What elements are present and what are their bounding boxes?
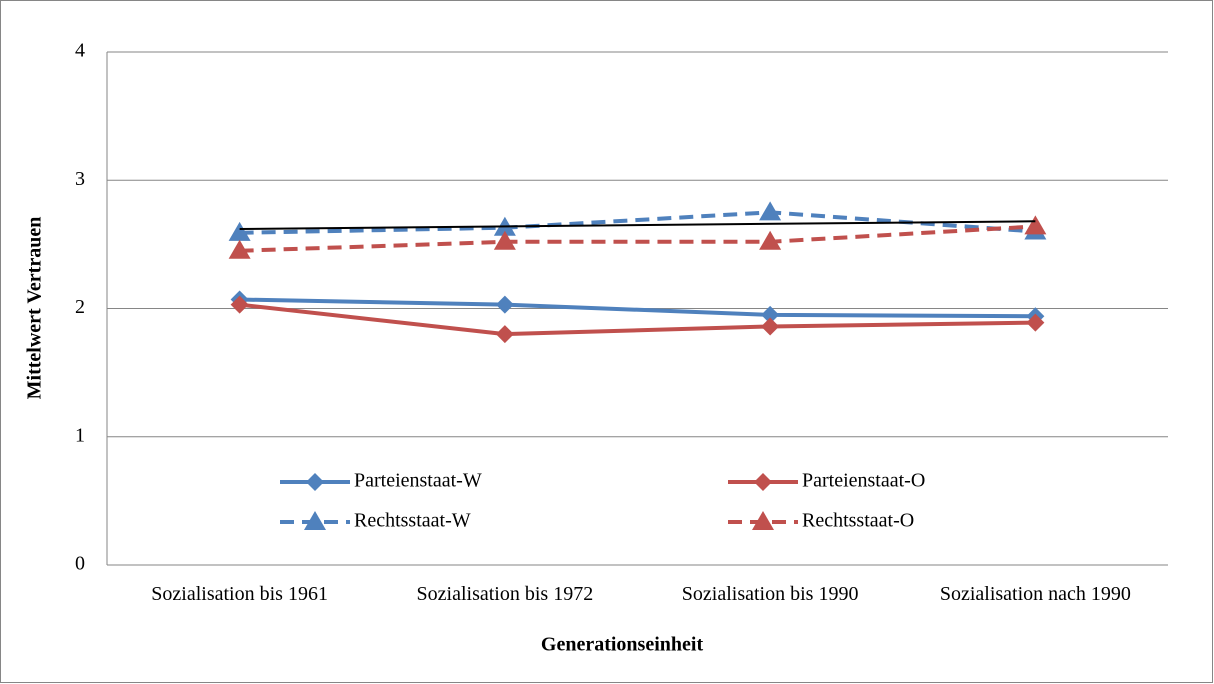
y-axis-label: Mittelwert Vertrauen — [24, 217, 46, 400]
x-tick-label: Sozialisation bis 1990 — [681, 583, 859, 605]
data-point — [230, 295, 249, 314]
series-line — [239, 302, 1036, 337]
y-tick-label: 2 — [75, 296, 85, 318]
data-point — [1024, 215, 1047, 235]
legend-marker — [754, 473, 772, 491]
data-point — [759, 230, 782, 250]
legend-marker — [752, 511, 774, 530]
legend-label: Rechtsstaat-O — [802, 510, 914, 532]
x-axis-label: Generationseinheit — [541, 634, 704, 656]
x-tick-label: Sozialisation bis 1972 — [416, 583, 594, 605]
series-line — [239, 297, 1036, 319]
series-line — [239, 224, 1036, 253]
legend-marker — [306, 473, 324, 491]
legend-marker — [304, 511, 326, 530]
data-point — [228, 221, 251, 241]
legend-label: Parteienstaat-O — [802, 470, 925, 492]
y-tick-label: 1 — [75, 424, 85, 446]
data-point — [228, 239, 251, 259]
trend-line — [239, 220, 1036, 230]
data-point — [495, 295, 514, 314]
data-point — [759, 201, 782, 221]
y-tick-label: 4 — [75, 40, 85, 62]
data-point — [761, 305, 780, 324]
data-point — [495, 325, 514, 344]
data-point — [761, 317, 780, 336]
legend-label: Parteienstaat-W — [354, 470, 482, 492]
legend-label: Rechtsstaat-W — [354, 510, 471, 532]
x-tick-label: Sozialisation bis 1961 — [151, 583, 328, 605]
data-point — [1026, 313, 1045, 332]
y-tick-label: 3 — [75, 168, 85, 190]
data-point — [493, 230, 516, 250]
y-tick-label: 0 — [75, 553, 85, 575]
x-tick-label: Sozialisation nach 1990 — [939, 583, 1131, 605]
